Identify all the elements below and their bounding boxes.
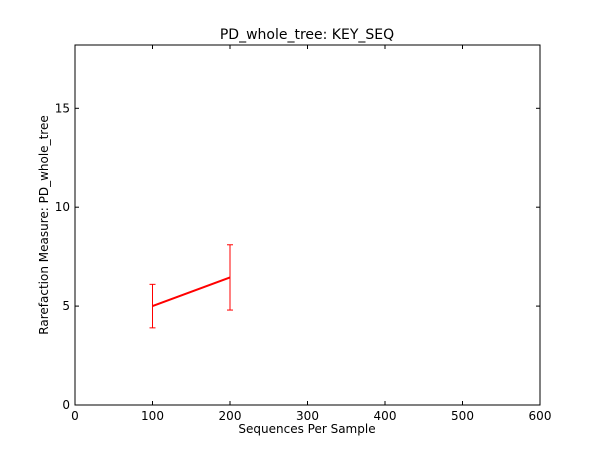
chart-title: PD_whole_tree: KEY_SEQ	[220, 27, 394, 43]
series-line	[152, 276, 231, 308]
y-tick-label: 15	[55, 101, 70, 115]
plot-area: 0 100 200 300 400 500 600 0 5 10 15	[55, 45, 552, 423]
y-tick-label: 0	[62, 398, 70, 412]
x-tick-label: 300	[296, 409, 319, 423]
x-tick-label: 100	[141, 409, 164, 423]
y-tick-label: 5	[62, 299, 70, 313]
x-tick-label: 200	[219, 409, 242, 423]
x-tick-label: 400	[374, 409, 397, 423]
plot-frame	[74, 44, 541, 406]
y-axis-label: Rarefaction Measure: PD_whole_tree	[37, 115, 51, 334]
x-tick-label: 600	[529, 409, 552, 423]
x-axis-label: Sequences Per Sample	[238, 422, 375, 436]
y-tick-label: 10	[55, 200, 70, 214]
x-tick-label: 500	[451, 409, 474, 423]
x-tick-label: 0	[71, 409, 79, 423]
